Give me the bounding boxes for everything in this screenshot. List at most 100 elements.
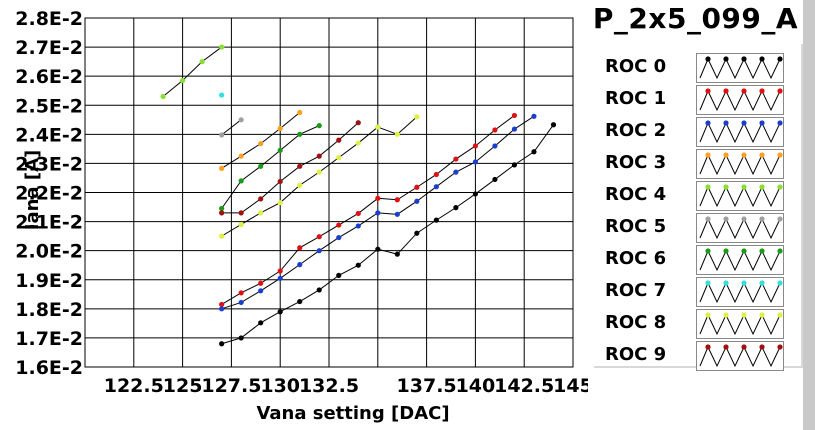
data-point <box>219 306 225 312</box>
legend-zigzag-icon <box>699 216 783 240</box>
y-axis-title: Iana [A] <box>22 150 43 230</box>
x-tick-label: 140 <box>456 375 496 397</box>
data-point <box>316 153 322 159</box>
series-0 <box>219 122 557 347</box>
data-point <box>297 131 303 137</box>
legend-swatch <box>696 341 784 371</box>
legend-entry: ROC 2 <box>594 116 801 147</box>
legend-swatch <box>696 117 784 147</box>
data-point <box>375 246 381 252</box>
y-tick-label: 1.6E-2 <box>15 357 83 379</box>
legend-label: ROC 9 <box>605 344 667 365</box>
y-tick-label: 2.8E-2 <box>15 8 83 30</box>
data-point <box>336 137 342 143</box>
data-point <box>277 125 283 132</box>
data-point <box>297 109 303 116</box>
data-point <box>355 210 361 217</box>
data-point <box>258 288 264 294</box>
y-tick-label: 2.3E-2 <box>15 153 83 175</box>
legend-entry: ROC 6 <box>594 244 801 275</box>
legend-swatch <box>696 181 784 211</box>
data-point <box>511 112 518 119</box>
data-point <box>238 153 244 159</box>
x-tick-label: 137.5 <box>397 375 457 397</box>
series-line <box>162 46 222 97</box>
data-point <box>238 299 244 306</box>
data-point <box>238 178 244 184</box>
legend-swatch <box>696 53 784 83</box>
series-3 <box>219 109 303 171</box>
plot-frame <box>84 17 574 368</box>
legend-zigzag-icon <box>699 344 783 368</box>
data-point <box>453 205 459 211</box>
data-point <box>258 196 264 202</box>
legend-zigzag-icon <box>699 88 783 112</box>
data-point <box>297 163 303 169</box>
data-point <box>238 335 244 341</box>
legend-entry: ROC 7 <box>594 276 801 307</box>
series-9 <box>219 120 361 216</box>
legend: ROC 0 ROC 1 ROC 2 ROC 3 ROC 4 ROC 5 ROC 6 ROC 7… <box>594 44 803 371</box>
data-point <box>375 124 381 130</box>
data-point <box>238 221 244 228</box>
data-point <box>355 140 361 146</box>
legend-entry: ROC 0 <box>594 52 801 83</box>
data-point <box>258 320 264 326</box>
series-1 <box>219 112 518 308</box>
scrollbar[interactable] <box>803 0 815 430</box>
x-axis-title: Vana setting [DAC] <box>256 403 449 424</box>
data-point <box>531 113 537 119</box>
legend-entry: ROC 5 <box>594 212 801 243</box>
x-tick-label: 145 <box>553 375 588 397</box>
data-point <box>394 197 400 203</box>
legend-label: ROC 1 <box>605 88 667 109</box>
legend-entry: ROC 1 <box>594 84 801 115</box>
legend-swatch <box>696 277 784 307</box>
legend-label: ROC 8 <box>605 312 667 333</box>
data-point <box>238 210 244 216</box>
series-line <box>221 119 242 136</box>
data-point <box>472 143 478 149</box>
y-tick-label: 1.8E-2 <box>15 299 83 321</box>
data-point <box>511 162 518 168</box>
series-4 <box>160 44 225 100</box>
y-tick-label: 2.0E-2 <box>15 241 83 263</box>
data-point <box>316 287 322 293</box>
series-layer <box>160 44 557 347</box>
data-point <box>219 132 225 138</box>
x-tick-label: 125 <box>163 375 203 397</box>
data-point <box>297 245 303 251</box>
x-tick-label: 132.5 <box>299 375 359 397</box>
series-line <box>221 124 554 345</box>
y-tick-label: 1.9E-2 <box>15 270 83 292</box>
legend-swatch <box>696 149 784 179</box>
data-point <box>472 191 478 197</box>
data-point <box>258 141 264 147</box>
data-point <box>375 195 381 201</box>
data-point <box>219 165 225 171</box>
data-point <box>238 290 244 296</box>
series-7 <box>219 92 225 98</box>
data-point <box>258 163 264 169</box>
data-point <box>238 117 244 123</box>
data-point <box>394 251 400 257</box>
data-point <box>219 44 225 50</box>
series-line <box>221 112 301 169</box>
legend-label: ROC 0 <box>605 56 667 77</box>
legend-zigzag-icon <box>699 120 783 144</box>
chart-title: P_2x5_099_A <box>592 2 799 35</box>
y-tick-label: 2.2E-2 <box>15 183 83 205</box>
data-point <box>277 275 283 281</box>
series-2 <box>219 113 537 312</box>
series-8 <box>219 114 420 239</box>
x-tick-label: 122.5 <box>104 375 164 397</box>
data-point <box>258 210 264 216</box>
data-point <box>355 262 361 268</box>
y-tick-label: 2.5E-2 <box>15 95 83 117</box>
y-tick-label: 2.1E-2 <box>15 212 83 234</box>
data-point <box>453 156 459 162</box>
series-5 <box>219 117 244 138</box>
data-point <box>414 184 420 190</box>
data-point <box>336 234 342 241</box>
data-point <box>277 309 283 315</box>
